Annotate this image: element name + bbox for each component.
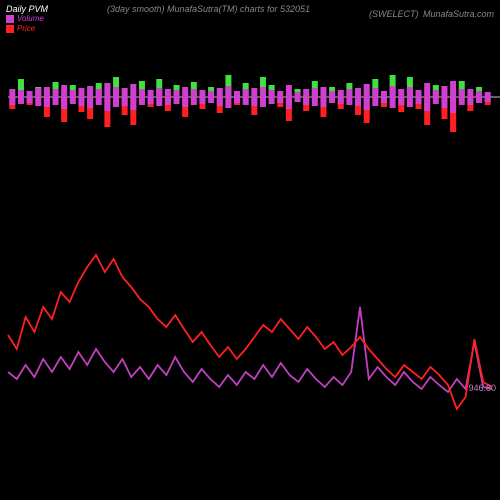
header-left-block: Daily PVM Volume Price	[6, 4, 48, 33]
price-value-label: 946.80	[468, 383, 496, 393]
chart-header: Daily PVM Volume Price (3day smooth) Mun…	[0, 0, 500, 37]
site-label: MunafaSutra.com	[423, 9, 494, 19]
legend-price: Price	[6, 24, 48, 33]
volume-chart	[0, 37, 500, 157]
line-svg	[0, 217, 500, 437]
line-chart: 946.80	[0, 217, 500, 437]
legend-volume: Volume	[6, 14, 48, 23]
legend: Volume Price	[6, 14, 48, 33]
volume-swatch	[6, 15, 14, 23]
legend-price-label: Price	[17, 24, 35, 33]
legend-volume-label: Volume	[17, 14, 44, 23]
volume-svg	[0, 37, 500, 157]
price-swatch	[6, 25, 14, 33]
chart-subtitle: (3day smooth) MunafaSutra(TM) charts for…	[56, 4, 361, 14]
chart-title: Daily PVM	[6, 4, 48, 14]
symbol-label: (SWELECT)	[369, 9, 419, 19]
header-right-block: (SWELECT) MunafaSutra.com	[369, 4, 494, 22]
